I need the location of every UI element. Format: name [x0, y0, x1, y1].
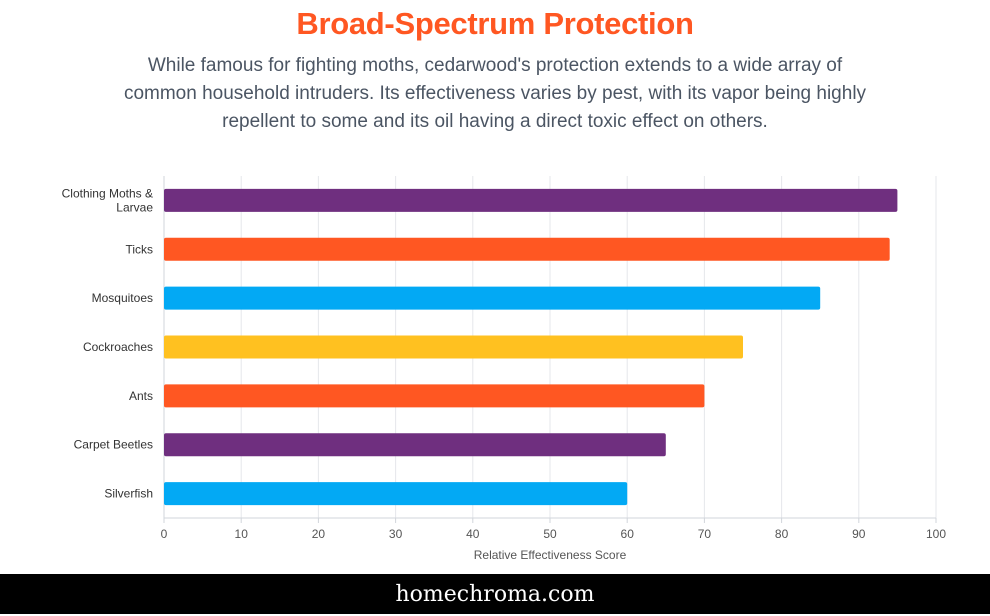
x-tick-label: 10 [235, 527, 249, 541]
bar [164, 433, 666, 457]
x-tick-label: 50 [543, 527, 557, 541]
category-label: Ticks [125, 242, 153, 256]
bar [164, 188, 898, 212]
x-tick-label: 20 [312, 527, 326, 541]
category-label: Ants [129, 389, 153, 403]
category-label: Carpet Beetles [74, 438, 153, 452]
bar [164, 384, 705, 408]
bar [164, 237, 890, 261]
category-label: Cockroaches [83, 340, 153, 354]
x-tick-label: 90 [852, 527, 866, 541]
x-tick-label: 70 [698, 527, 712, 541]
chart-description: While famous for fighting moths, cedarwo… [123, 55, 867, 132]
x-tick-label: 40 [466, 527, 480, 541]
category-label: Silverfish [104, 487, 153, 501]
site-name[interactable]: homechroma.com [395, 582, 595, 607]
bar-chart: 0 10 20 30 40 50 60 70 80 90 100 Relative Effective… [62, 176, 946, 562]
category-label: Mosquitoes [92, 291, 153, 305]
category-label: Clothing Moths & [62, 186, 153, 200]
x-tick-label: 60 [621, 527, 635, 541]
x-axis-title: Relative Effectiveness Score [474, 548, 627, 562]
category-label: Larvae [116, 200, 153, 214]
x-tick-label: 100 [926, 527, 946, 541]
bar [164, 286, 821, 310]
bar [164, 335, 743, 359]
chart-title: Broad-Spectrum Protection [296, 6, 694, 41]
site-footer: homechroma.com [0, 574, 990, 614]
x-tick-label: 0 [161, 527, 168, 541]
x-tick-label: 80 [775, 527, 789, 541]
x-tick-label: 30 [389, 527, 403, 541]
bar [164, 482, 628, 506]
